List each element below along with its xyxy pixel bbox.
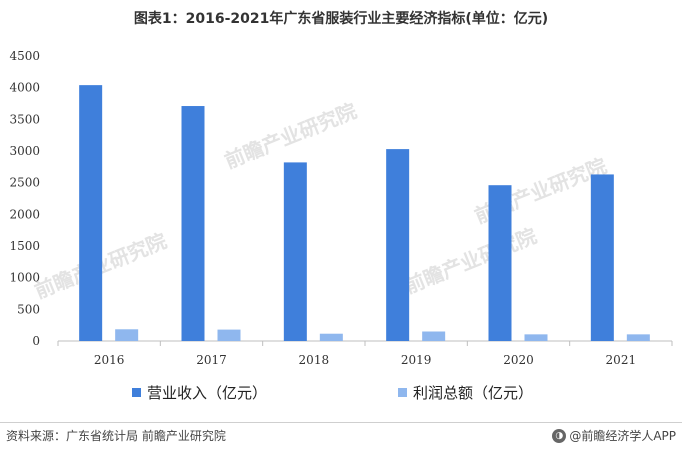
y-axis: 0 500 1000 1500 2000 2500 3000 3500 4000 4500 bbox=[9, 49, 40, 348]
y-tick-label: 1000 bbox=[9, 271, 40, 285]
brand[interactable]: ◑ @前瞻经济学人APP bbox=[552, 427, 676, 444]
bar-chart: 0 500 1000 1500 2000 2500 3000 3500 4000 4500 201… bbox=[9, 49, 673, 367]
bar-profit[interactable] bbox=[115, 329, 139, 341]
x-tick-label: 2021 bbox=[606, 353, 637, 367]
y-tick-label: 4000 bbox=[9, 81, 40, 95]
legend-label-revenue: 营业收入（亿元） bbox=[147, 384, 268, 402]
legend-item-revenue[interactable]: 营业收入（亿元） bbox=[132, 382, 267, 403]
y-tick-label: 4500 bbox=[9, 49, 40, 63]
chart-title: 图表1：2016-2021年广东省服装行业主要经济指标(单位：亿元) bbox=[133, 11, 549, 27]
legend-swatch-profit bbox=[398, 388, 407, 397]
bar-revenue[interactable] bbox=[181, 106, 205, 342]
bars bbox=[79, 85, 650, 342]
bar-profit[interactable] bbox=[319, 333, 343, 341]
legend-swatch-revenue bbox=[132, 388, 141, 397]
x-axis: 2016 2017 2018 2019 2020 2021 bbox=[57, 340, 673, 367]
bar-revenue[interactable] bbox=[283, 162, 307, 341]
y-tick-label: 500 bbox=[17, 302, 40, 316]
bar-revenue[interactable] bbox=[386, 149, 410, 341]
footer: 资料来源：广东省统计局 前瞻产业研究院 ◑ @前瞻经济学人APP bbox=[0, 422, 682, 445]
bar-revenue[interactable] bbox=[488, 185, 512, 341]
legend-item-profit[interactable]: 利润总额（亿元） bbox=[398, 382, 533, 403]
bar-profit[interactable] bbox=[422, 331, 446, 342]
source-note: 资料来源：广东省统计局 前瞻产业研究院 bbox=[6, 429, 226, 443]
y-tick-label: 1500 bbox=[9, 239, 40, 253]
x-tick-label: 2020 bbox=[503, 353, 534, 367]
bar-profit[interactable] bbox=[217, 329, 241, 341]
y-tick-label: 2500 bbox=[9, 176, 40, 190]
x-tick-label: 2019 bbox=[401, 353, 432, 367]
bar-profit[interactable] bbox=[524, 334, 548, 341]
y-tick-label: 2000 bbox=[9, 207, 40, 221]
y-tick-label: 3000 bbox=[9, 144, 40, 158]
x-tick-label: 2018 bbox=[299, 353, 330, 367]
brand-label: @前瞻经济学人APP bbox=[569, 429, 676, 443]
bar-revenue[interactable] bbox=[590, 174, 614, 341]
y-tick-label: 0 bbox=[32, 334, 40, 348]
x-tick-label: 2016 bbox=[94, 353, 125, 367]
bar-revenue[interactable] bbox=[79, 85, 103, 341]
legend-label-profit: 利润总额（亿元） bbox=[413, 384, 534, 402]
bar-profit[interactable] bbox=[626, 334, 650, 341]
qianzhan-logo-icon: ◑ bbox=[552, 428, 567, 443]
x-tick-label: 2017 bbox=[196, 353, 227, 367]
y-tick-label: 3500 bbox=[9, 112, 40, 126]
